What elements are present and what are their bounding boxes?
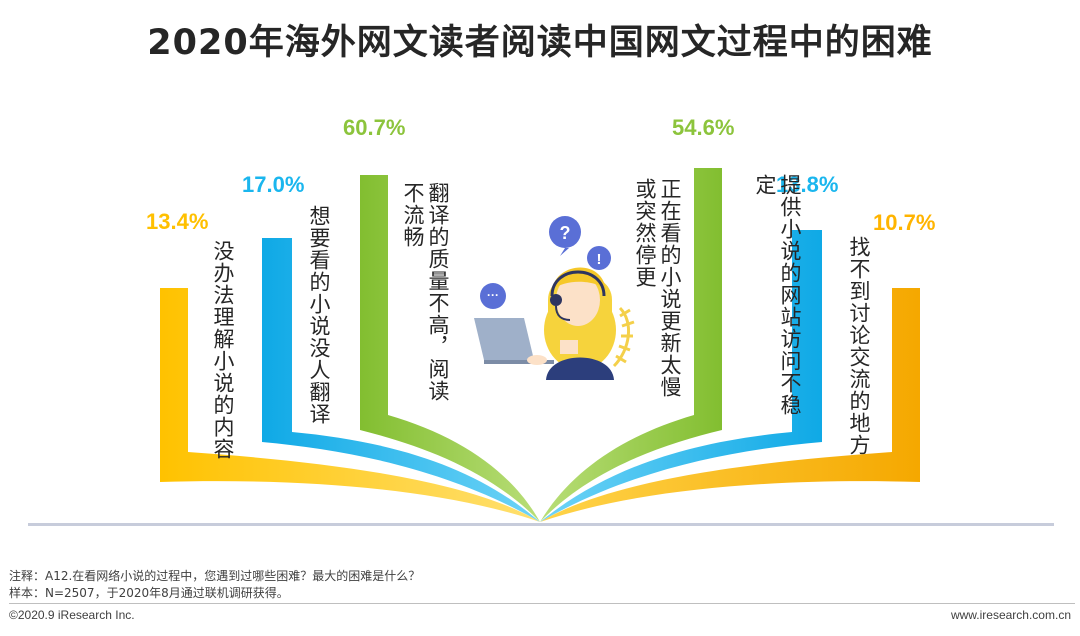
category-label-4: 提供小说的网站访问不稳定	[753, 174, 802, 416]
category-label-5: 找不到讨论交流的地方	[847, 236, 871, 456]
page-right-1	[540, 288, 920, 522]
category-label-3: 正在看的小说更新太慢或突然停更	[633, 178, 682, 398]
category-label-1: 想要看的小说没人翻译	[307, 205, 331, 425]
svg-text:?: ?	[560, 223, 571, 243]
pct-label-5: 10.7%	[873, 210, 936, 235]
page-left-3	[360, 175, 540, 522]
pct-label-2: 60.7%	[343, 115, 406, 140]
svg-text:!: !	[597, 251, 602, 268]
pct-label-1: 17.0%	[242, 172, 305, 197]
pct-label-3: 54.6%	[672, 115, 735, 140]
sample-text: 样本：N=2507，于2020年8月通过联机调研获得。	[9, 586, 289, 600]
footer-website: www.iresearch.com.cn	[950, 608, 1071, 622]
pct-label-4: 13.8%	[776, 172, 839, 197]
page-left-2	[262, 238, 540, 522]
footer-divider	[9, 603, 1075, 604]
reader-illustration	[474, 267, 635, 380]
page-right-3	[540, 168, 722, 522]
chat-bubble-icon: ···	[480, 283, 506, 309]
category-label-2: 翻译的质量不高，阅读不流畅	[401, 182, 450, 402]
page-title: 2020年海外网文读者阅读中国网文过程中的困难	[147, 23, 933, 63]
page-left-1	[160, 288, 540, 522]
exclaim-icon: !	[587, 246, 611, 270]
note-text: 注释：A12.在看网络小说的过程中，您遇到过哪些困难？最大的困难是什么？	[9, 569, 421, 583]
svg-text:···: ···	[487, 288, 499, 302]
category-label-0: 没办法理解小说的内容	[211, 240, 235, 460]
footer-copyright: ©2020.9 iResearch Inc.	[9, 608, 135, 622]
pct-label-0: 13.4%	[146, 209, 209, 234]
page-right-2	[540, 230, 822, 522]
baseline	[28, 523, 1054, 526]
question-icon: ?	[549, 216, 581, 256]
